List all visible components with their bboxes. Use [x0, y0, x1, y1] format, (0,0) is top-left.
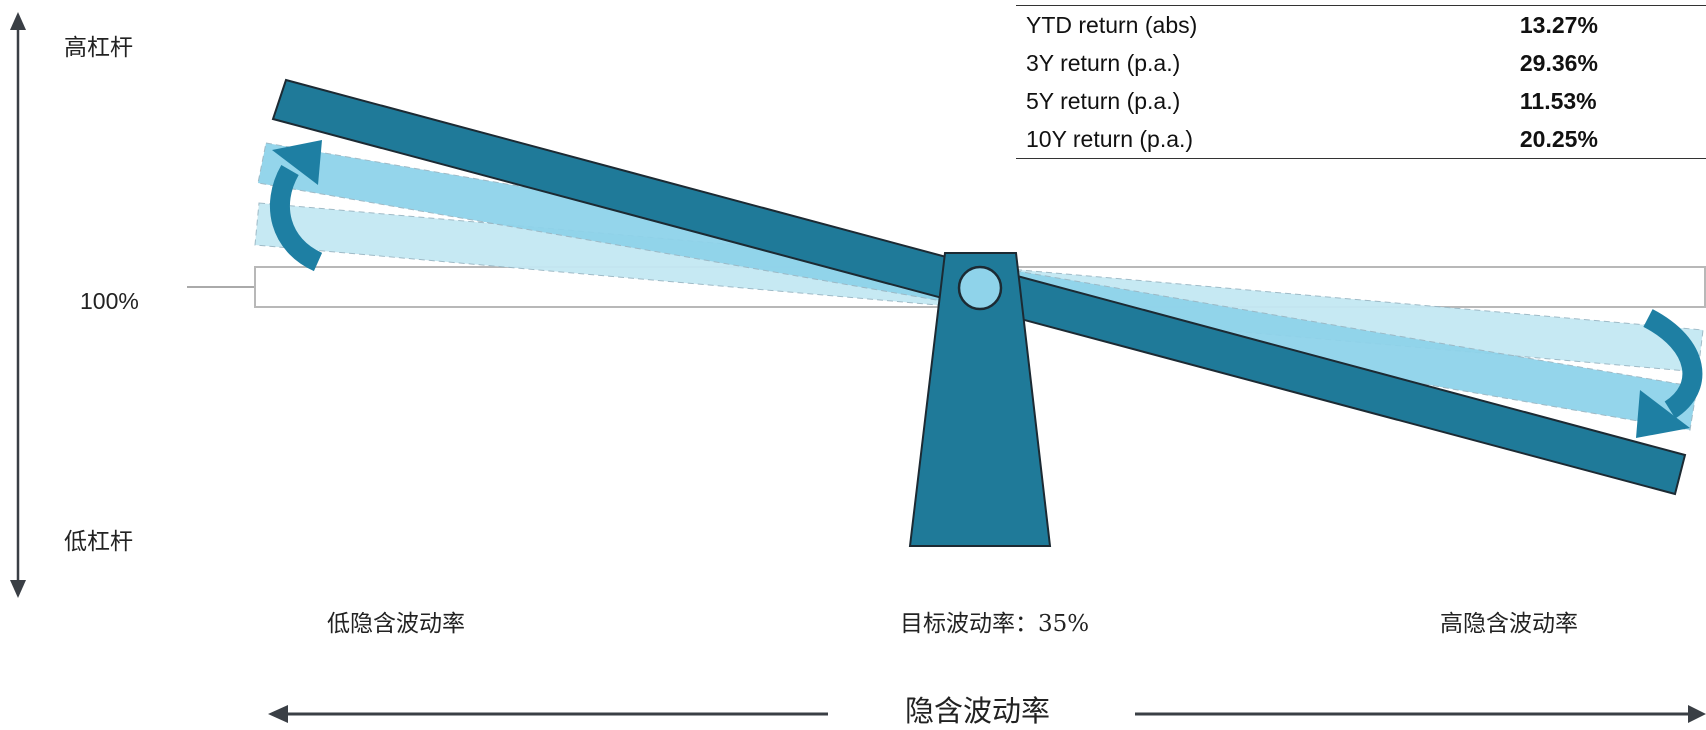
return-spacer [1413, 120, 1520, 159]
return-value: 13.27% [1519, 11, 1598, 38]
return-spacer [1413, 82, 1520, 120]
implied-vol-axis-title: 隐含波动率 [905, 694, 1051, 728]
return-label: YTD return (abs) [1026, 11, 1198, 38]
leverage-axis-bottom-arrowhead [10, 580, 26, 598]
left-curved-arrow-head [272, 140, 322, 185]
high-leverage-label: 高杠杆 [64, 35, 133, 61]
low-implied-vol-label: 低隐含波动率 [327, 611, 465, 637]
returns-table-row: YTD return (abs) 13.27% [1016, 6, 1706, 45]
implied-vol-axis-right-arrowhead [1688, 705, 1706, 723]
return-label: 5Y return (p.a.) [1026, 87, 1181, 114]
return-label: 10Y return (p.a.) [1026, 125, 1194, 152]
right-curved-arrow-head [1636, 390, 1690, 438]
hundred-percent-label: 100% [80, 288, 139, 314]
returns-table-row: 3Y return (p.a.) 29.36% [1016, 44, 1706, 82]
return-spacer [1413, 6, 1520, 45]
high-implied-vol-label: 高隐含波动率 [1440, 611, 1578, 637]
low-leverage-label: 低杠杆 [64, 529, 133, 555]
returns-table-row: 10Y return (p.a.) 20.25% [1016, 120, 1706, 159]
implied-vol-axis-left-arrowhead [268, 705, 288, 723]
returns-table-row: 5Y return (p.a.) 11.53% [1016, 82, 1706, 120]
leverage-axis-top-arrowhead [10, 12, 26, 30]
return-value: 11.53% [1519, 87, 1597, 114]
right-curved-arrow-icon [1643, 309, 1703, 419]
target-vol-label: 目标波动率：35% [900, 611, 1090, 637]
fulcrum [908, 252, 1052, 547]
pivot-icon [957, 265, 1003, 311]
returns-table: YTD return (abs) 13.27% 3Y return (p.a.) 29… [1016, 5, 1706, 159]
return-value: 29.36% [1519, 49, 1598, 76]
left-curved-arrow-icon [269, 165, 323, 272]
return-value: 20.25% [1519, 125, 1598, 152]
return-label: 3Y return (p.a.) [1026, 49, 1181, 76]
return-spacer [1413, 44, 1520, 82]
